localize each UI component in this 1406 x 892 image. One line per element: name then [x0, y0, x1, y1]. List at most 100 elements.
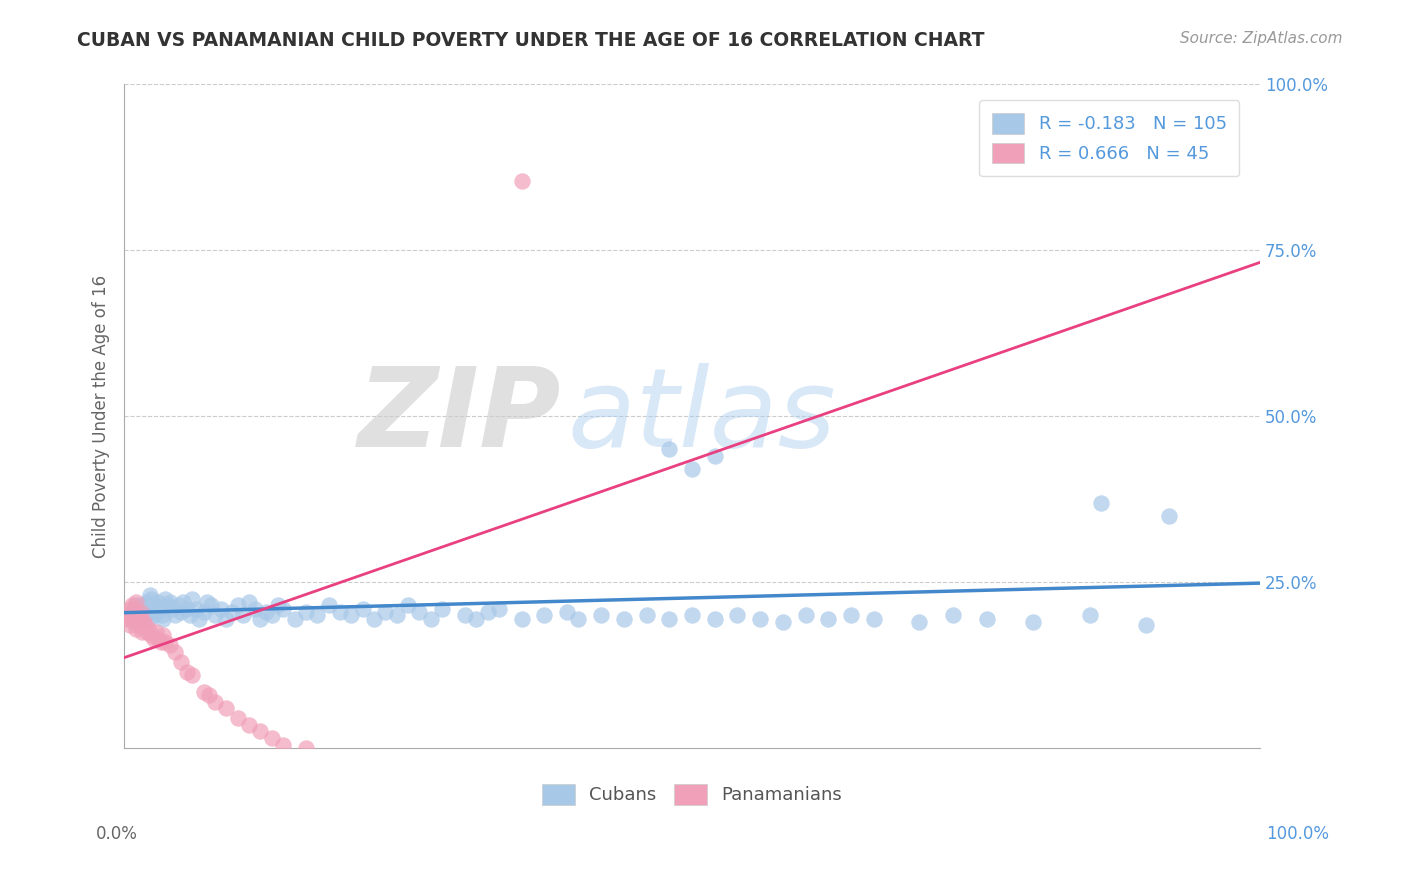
- Point: [121, 599, 143, 613]
- Point: [340, 608, 363, 623]
- Point: [127, 612, 149, 626]
- Point: [120, 608, 142, 623]
- Point: [124, 615, 146, 629]
- Text: 0.0%: 0.0%: [96, 825, 138, 843]
- Point: [215, 701, 238, 715]
- Point: [118, 601, 141, 615]
- Text: 100.0%: 100.0%: [1265, 825, 1329, 843]
- Point: [153, 635, 176, 649]
- Point: [204, 695, 226, 709]
- Point: [477, 605, 499, 619]
- Point: [122, 608, 145, 623]
- Point: [145, 624, 167, 639]
- Point: [238, 718, 260, 732]
- Point: [125, 605, 148, 619]
- Point: [363, 612, 385, 626]
- Point: [232, 608, 254, 623]
- Point: [658, 612, 681, 626]
- Point: [150, 608, 173, 623]
- Point: [138, 622, 160, 636]
- Point: [533, 608, 555, 623]
- Point: [200, 599, 222, 613]
- Point: [184, 601, 207, 615]
- Point: [124, 601, 146, 615]
- Point: [862, 612, 884, 626]
- Point: [148, 595, 170, 609]
- Text: Source: ZipAtlas.com: Source: ZipAtlas.com: [1180, 31, 1343, 46]
- Point: [510, 174, 533, 188]
- Point: [136, 599, 159, 613]
- Point: [221, 605, 243, 619]
- Point: [132, 615, 155, 629]
- Point: [124, 595, 146, 609]
- Point: [658, 442, 681, 457]
- Point: [153, 591, 176, 606]
- Point: [188, 612, 211, 626]
- Point: [396, 599, 419, 613]
- Point: [193, 605, 215, 619]
- Point: [142, 601, 165, 615]
- Point: [167, 599, 190, 613]
- Point: [284, 612, 307, 626]
- Point: [318, 599, 340, 613]
- Point: [142, 632, 165, 646]
- Point: [749, 612, 772, 626]
- Point: [1022, 615, 1045, 629]
- Point: [117, 612, 139, 626]
- Point: [138, 612, 160, 626]
- Point: [249, 724, 271, 739]
- Point: [136, 624, 159, 639]
- Point: [636, 608, 658, 623]
- Point: [703, 612, 725, 626]
- Point: [465, 612, 488, 626]
- Point: [132, 605, 155, 619]
- Point: [839, 608, 862, 623]
- Point: [271, 738, 294, 752]
- Point: [149, 601, 172, 615]
- Point: [238, 595, 260, 609]
- Text: CUBAN VS PANAMANIAN CHILD POVERTY UNDER THE AGE OF 16 CORRELATION CHART: CUBAN VS PANAMANIAN CHILD POVERTY UNDER …: [77, 31, 984, 50]
- Point: [125, 612, 148, 626]
- Point: [176, 665, 198, 679]
- Point: [295, 605, 318, 619]
- Point: [152, 628, 174, 642]
- Point: [118, 612, 141, 626]
- Point: [142, 608, 165, 623]
- Point: [135, 608, 157, 623]
- Point: [307, 608, 329, 623]
- Point: [254, 605, 277, 619]
- Point: [160, 601, 183, 615]
- Point: [681, 462, 703, 476]
- Point: [488, 601, 510, 615]
- Text: atlas: atlas: [567, 363, 835, 470]
- Point: [128, 601, 150, 615]
- Point: [329, 605, 352, 619]
- Point: [226, 711, 249, 725]
- Point: [703, 449, 725, 463]
- Point: [136, 605, 159, 619]
- Point: [145, 605, 167, 619]
- Point: [170, 655, 193, 669]
- Point: [176, 601, 198, 615]
- Point: [510, 612, 533, 626]
- Point: [591, 608, 613, 623]
- Legend: Cubans, Panamanians: Cubans, Panamanians: [534, 777, 849, 812]
- Point: [121, 608, 143, 623]
- Point: [159, 638, 181, 652]
- Point: [408, 605, 430, 619]
- Point: [209, 601, 232, 615]
- Point: [727, 608, 749, 623]
- Point: [159, 595, 181, 609]
- Point: [794, 608, 817, 623]
- Point: [139, 588, 162, 602]
- Point: [555, 605, 578, 619]
- Point: [129, 599, 152, 613]
- Point: [181, 668, 204, 682]
- Point: [226, 599, 249, 613]
- Point: [131, 612, 153, 626]
- Point: [134, 618, 156, 632]
- Point: [131, 624, 153, 639]
- Point: [295, 741, 318, 756]
- Point: [260, 608, 283, 623]
- Point: [908, 615, 931, 629]
